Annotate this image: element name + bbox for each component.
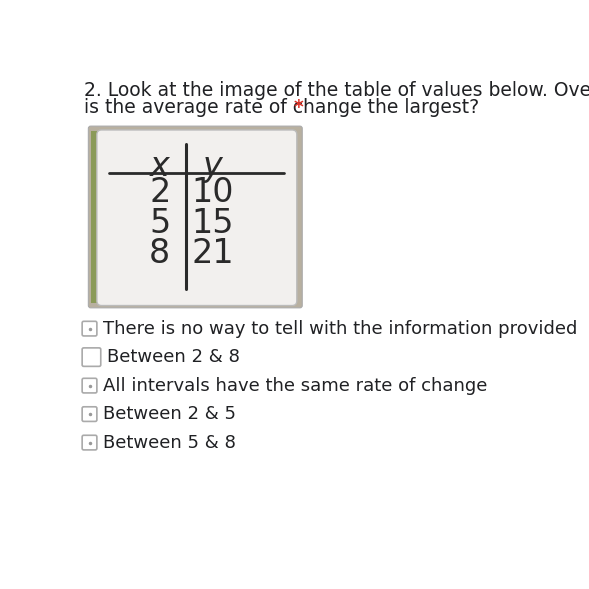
Text: 21: 21 bbox=[191, 237, 234, 270]
Text: 2: 2 bbox=[149, 176, 170, 209]
FancyBboxPatch shape bbox=[82, 378, 97, 393]
Text: 8: 8 bbox=[149, 237, 170, 270]
Text: y: y bbox=[203, 150, 223, 183]
Text: x: x bbox=[150, 150, 170, 183]
Text: 2. Look at the image of the table of values below. Over which interval of x: 2. Look at the image of the table of val… bbox=[84, 81, 589, 101]
Text: 15: 15 bbox=[191, 207, 234, 240]
Bar bbox=[91, 131, 99, 303]
FancyBboxPatch shape bbox=[82, 348, 101, 366]
FancyBboxPatch shape bbox=[82, 435, 97, 450]
Text: 10: 10 bbox=[191, 176, 234, 209]
Text: There is no way to tell with the information provided: There is no way to tell with the informa… bbox=[103, 320, 577, 337]
FancyBboxPatch shape bbox=[97, 130, 297, 306]
Text: is the average rate of change the largest?: is the average rate of change the larges… bbox=[84, 98, 479, 117]
Text: *: * bbox=[294, 98, 303, 117]
FancyBboxPatch shape bbox=[82, 407, 97, 421]
FancyBboxPatch shape bbox=[82, 322, 97, 336]
Text: Between 2 & 5: Between 2 & 5 bbox=[103, 405, 236, 423]
Text: All intervals have the same rate of change: All intervals have the same rate of chan… bbox=[103, 376, 488, 395]
Text: 5: 5 bbox=[149, 207, 170, 240]
Text: Between 2 & 8: Between 2 & 8 bbox=[107, 348, 240, 366]
FancyBboxPatch shape bbox=[88, 126, 302, 308]
Text: Between 5 & 8: Between 5 & 8 bbox=[103, 434, 236, 452]
Bar bbox=[91, 128, 100, 306]
